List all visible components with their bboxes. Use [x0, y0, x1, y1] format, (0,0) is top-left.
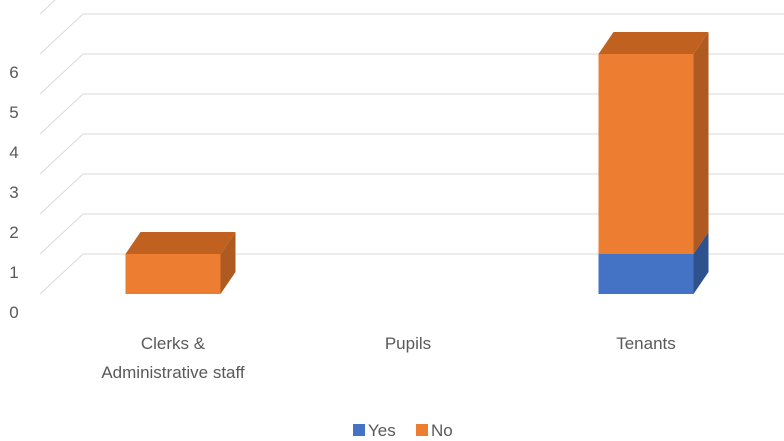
category-label: Pupils [385, 334, 431, 353]
category-label: Tenants [616, 334, 676, 353]
bar-front [598, 54, 694, 254]
y-tick-label: 0 [9, 303, 18, 322]
y-tick-label: 3 [9, 183, 18, 202]
y-tick-label: 6 [9, 63, 18, 82]
legend: Yes No [353, 421, 453, 440]
y-tick-label: 2 [9, 223, 18, 242]
bar-side [693, 32, 709, 254]
bar-top [125, 232, 236, 254]
legend-label-yes: Yes [368, 421, 396, 440]
bar-side [693, 232, 709, 294]
gridlines [39, 0, 784, 295]
bar-segment-yes [598, 232, 709, 294]
gridline [39, 173, 784, 215]
legend-swatch-yes [353, 424, 365, 436]
gridline [39, 0, 56, 15]
y-tick-label: 5 [9, 103, 18, 122]
bar-segment-no [598, 32, 709, 254]
gridline [39, 93, 784, 135]
bar-side [220, 232, 236, 294]
gridline [39, 53, 784, 95]
bar-segment-no [125, 232, 236, 294]
legend-swatch-no [416, 424, 428, 436]
bar-front [125, 254, 221, 294]
gridline [39, 213, 784, 255]
legend-label-no: No [431, 421, 453, 440]
y-axis-ticks: 0 1 2 3 4 5 6 [9, 63, 18, 322]
bar-front [598, 254, 694, 294]
category-label: Administrative staff [101, 363, 245, 382]
gridline [39, 133, 784, 175]
bar-top [598, 32, 709, 54]
gridline [39, 253, 784, 295]
gridline [39, 13, 784, 55]
y-tick-label: 1 [9, 263, 18, 282]
x-axis-labels: Clerks & Administrative staff Pupils Tenant… [101, 334, 675, 382]
bars [125, 32, 709, 294]
y-tick-label: 4 [9, 143, 18, 162]
category-label: Clerks & [141, 334, 206, 353]
